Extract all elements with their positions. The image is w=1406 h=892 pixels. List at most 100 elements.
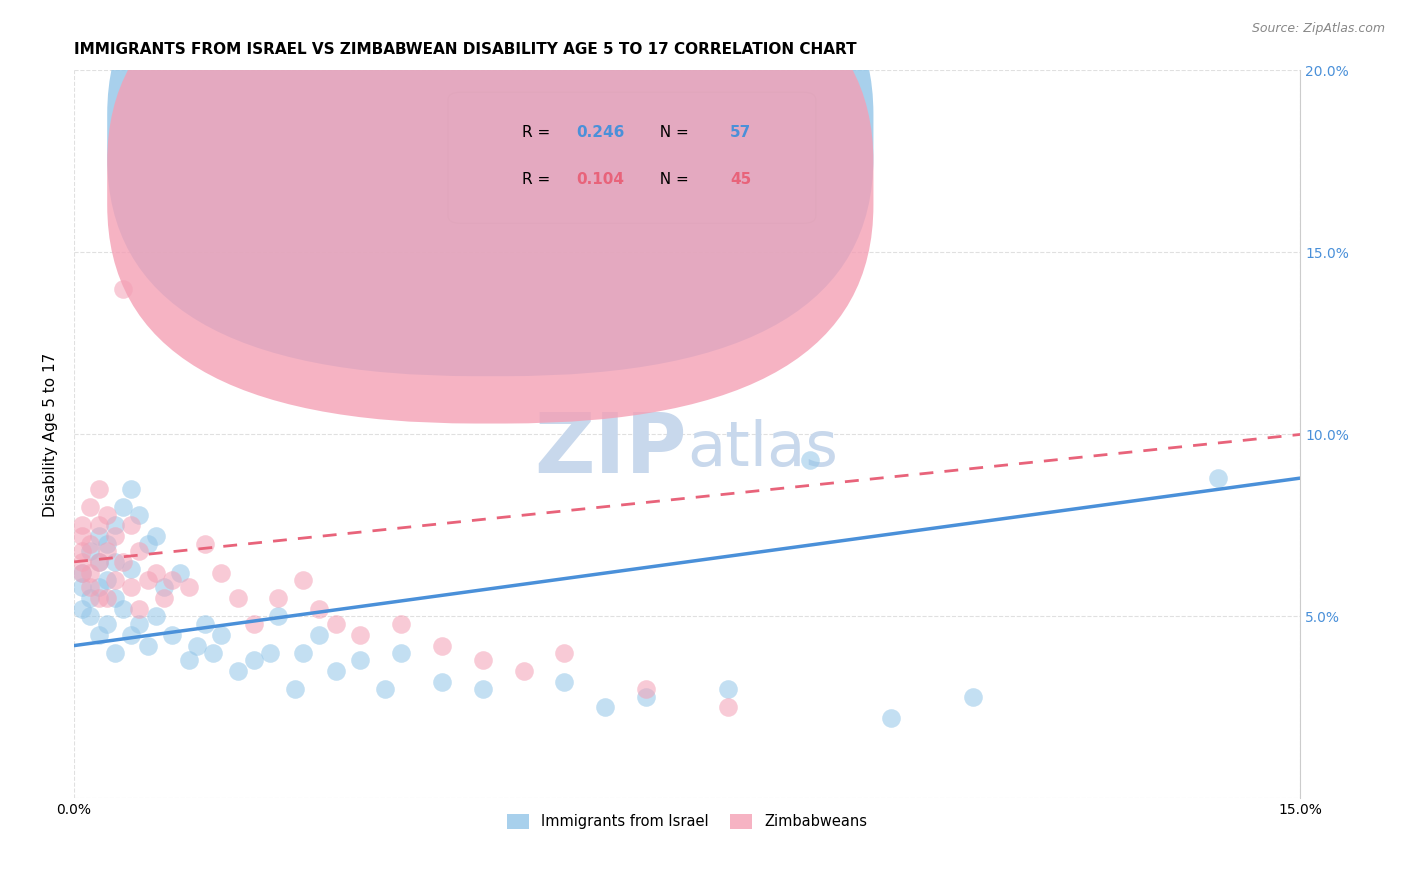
Y-axis label: Disability Age 5 to 17: Disability Age 5 to 17	[44, 352, 58, 516]
Point	[880, 711, 903, 725]
Text: 57: 57	[730, 125, 751, 140]
Point	[194, 536, 217, 550]
Point	[160, 573, 183, 587]
Point	[104, 646, 127, 660]
Point	[177, 653, 200, 667]
Point	[153, 580, 176, 594]
Text: 0.246: 0.246	[576, 125, 626, 140]
Point	[87, 591, 110, 606]
Point	[799, 453, 821, 467]
Point	[226, 664, 249, 678]
Point	[267, 591, 290, 606]
Point	[72, 529, 94, 543]
Point	[87, 628, 110, 642]
Point	[267, 609, 290, 624]
Point	[79, 591, 101, 606]
Point	[72, 555, 94, 569]
FancyBboxPatch shape	[107, 0, 873, 376]
Point	[471, 653, 494, 667]
Point	[145, 609, 167, 624]
Point	[512, 664, 534, 678]
Point	[471, 682, 494, 697]
Point	[96, 508, 118, 522]
Point	[636, 682, 658, 697]
Point	[145, 566, 167, 580]
Point	[87, 518, 110, 533]
Point	[169, 566, 191, 580]
Point	[209, 628, 232, 642]
Point	[194, 616, 217, 631]
Point	[72, 544, 94, 558]
Point	[96, 544, 118, 558]
Point	[259, 646, 281, 660]
Point	[96, 536, 118, 550]
Point	[389, 646, 412, 660]
Point	[389, 616, 412, 631]
Point	[136, 639, 159, 653]
Point	[87, 555, 110, 569]
Point	[595, 700, 617, 714]
Point	[243, 616, 266, 631]
Point	[553, 646, 575, 660]
Point	[96, 573, 118, 587]
Point	[177, 580, 200, 594]
Point	[136, 573, 159, 587]
Text: N =: N =	[651, 172, 695, 187]
Text: N =: N =	[651, 125, 695, 140]
Point	[120, 628, 142, 642]
Point	[87, 529, 110, 543]
Text: 0.104: 0.104	[576, 172, 624, 187]
Point	[120, 518, 142, 533]
Point	[186, 639, 208, 653]
Point	[72, 602, 94, 616]
Point	[145, 529, 167, 543]
Point	[104, 518, 127, 533]
Point	[308, 628, 330, 642]
Point	[120, 482, 142, 496]
Point	[120, 562, 142, 576]
Point	[79, 580, 101, 594]
Point	[160, 628, 183, 642]
Point	[1208, 471, 1230, 485]
Point	[325, 664, 347, 678]
Point	[96, 616, 118, 631]
Point	[962, 690, 984, 704]
Point	[717, 700, 740, 714]
Point	[717, 682, 740, 697]
Point	[209, 566, 232, 580]
Point	[374, 682, 396, 697]
Text: atlas: atlas	[688, 419, 838, 479]
FancyBboxPatch shape	[107, 0, 873, 424]
Point	[112, 282, 135, 296]
Point	[104, 573, 127, 587]
Point	[72, 518, 94, 533]
Point	[349, 653, 371, 667]
Point	[87, 580, 110, 594]
Point	[79, 609, 101, 624]
Point	[325, 616, 347, 631]
Point	[128, 602, 150, 616]
Point	[79, 544, 101, 558]
Point	[430, 639, 453, 653]
Point	[636, 690, 658, 704]
Point	[79, 500, 101, 515]
Point	[291, 573, 314, 587]
Point	[128, 616, 150, 631]
Point	[96, 591, 118, 606]
Text: R =: R =	[522, 172, 555, 187]
Point	[128, 508, 150, 522]
Point	[112, 602, 135, 616]
Text: Source: ZipAtlas.com: Source: ZipAtlas.com	[1251, 22, 1385, 36]
Point	[430, 675, 453, 690]
Point	[72, 580, 94, 594]
Point	[243, 653, 266, 667]
Point	[136, 536, 159, 550]
Point	[104, 555, 127, 569]
Point	[87, 482, 110, 496]
Point	[87, 555, 110, 569]
Point	[112, 555, 135, 569]
Point	[284, 682, 307, 697]
Point	[553, 675, 575, 690]
Point	[72, 566, 94, 580]
Point	[291, 646, 314, 660]
